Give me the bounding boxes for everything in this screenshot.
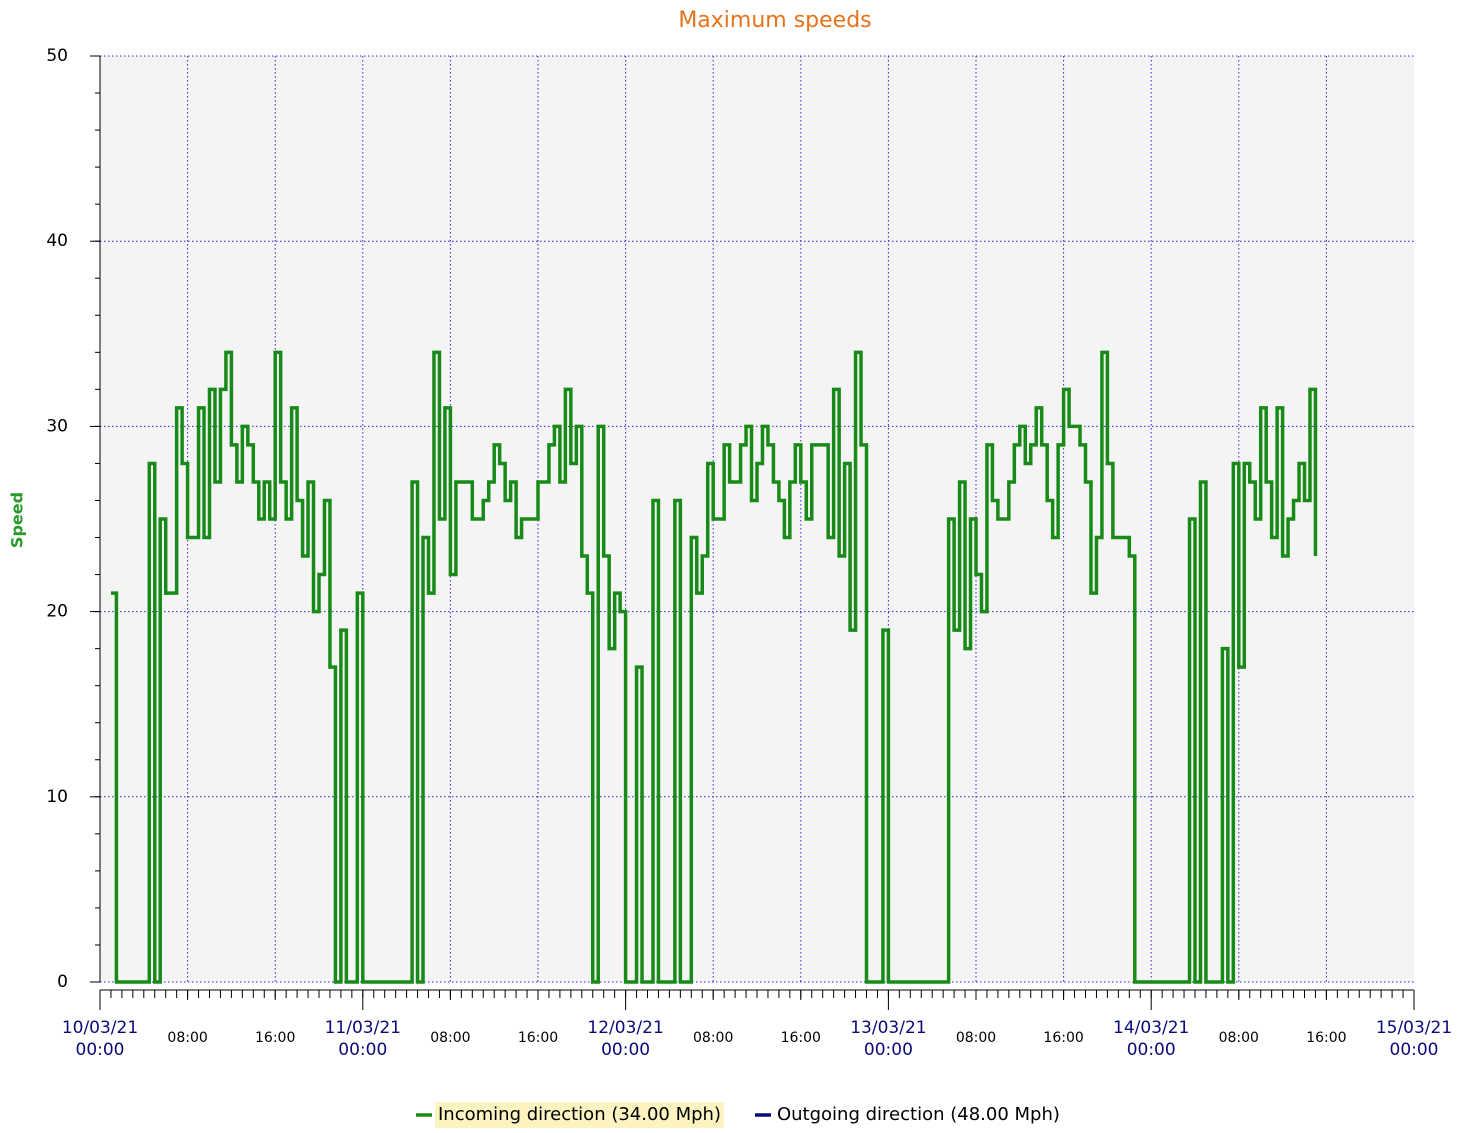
- x-tick-label-time: 00:00: [1127, 1040, 1176, 1060]
- x-tick-label-date: 12/03/21: [587, 1018, 663, 1038]
- x-tick-label: 16:00: [1043, 1030, 1083, 1046]
- x-tick-label: 08:00: [956, 1030, 996, 1046]
- x-tick-label: 13/03/21 00:00: [850, 1018, 926, 1060]
- x-tick-label-date: 11/03/21: [325, 1018, 401, 1038]
- series-line: [110, 350, 1318, 984]
- x-tick-label: 12/03/21 00:00: [587, 1018, 663, 1060]
- x-tick-label-time: 00:00: [601, 1040, 650, 1060]
- y-axis-label: Speed: [8, 492, 27, 548]
- x-tick-label: 14/03/21 00:00: [1113, 1018, 1189, 1060]
- x-tick-label-time: 00:00: [1390, 1040, 1439, 1060]
- x-tick-label-date: 14/03/21: [1113, 1018, 1189, 1038]
- x-tick-label-time: 00:00: [76, 1040, 125, 1060]
- x-tick-label-time: 00:00: [338, 1040, 387, 1060]
- x-tick-label: 16:00: [518, 1030, 558, 1046]
- legend-highlight: [435, 1102, 724, 1128]
- x-tick-label: 08:00: [1219, 1030, 1259, 1046]
- x-tick-label-date: 15/03/21: [1376, 1018, 1452, 1038]
- y-tick-label: 20: [46, 602, 68, 622]
- legend-label: Incoming direction (34.00 Mph): [438, 1104, 721, 1125]
- x-tick-label: 16:00: [1306, 1030, 1346, 1046]
- chart-title: Maximum speeds: [678, 8, 871, 33]
- y-tick-label: 30: [46, 416, 68, 436]
- y-tick-label: 0: [57, 972, 68, 992]
- y-tick-label: 10: [46, 787, 68, 807]
- plot-area: [100, 56, 1414, 982]
- x-tick-label: 08:00: [167, 1030, 207, 1046]
- y-tick-label: 40: [46, 231, 68, 251]
- y-tick-label: 50: [46, 46, 68, 66]
- x-tick-label: 15/03/21 00:00: [1376, 1018, 1452, 1060]
- legend-label: Outgoing direction (48.00 Mph): [777, 1104, 1060, 1125]
- x-tick-label: 16:00: [781, 1030, 821, 1046]
- x-tick-label-date: 13/03/21: [850, 1018, 926, 1038]
- x-tick-label: 08:00: [430, 1030, 470, 1046]
- x-tick-label-date: 10/03/21: [62, 1018, 138, 1038]
- x-tick-label: 16:00: [255, 1030, 295, 1046]
- x-tick-label: 11/03/21 00:00: [325, 1018, 401, 1060]
- x-tick-label: 08:00: [693, 1030, 733, 1046]
- x-tick-label: 10/03/21 00:00: [62, 1018, 138, 1060]
- x-tick-label-time: 00:00: [864, 1040, 913, 1060]
